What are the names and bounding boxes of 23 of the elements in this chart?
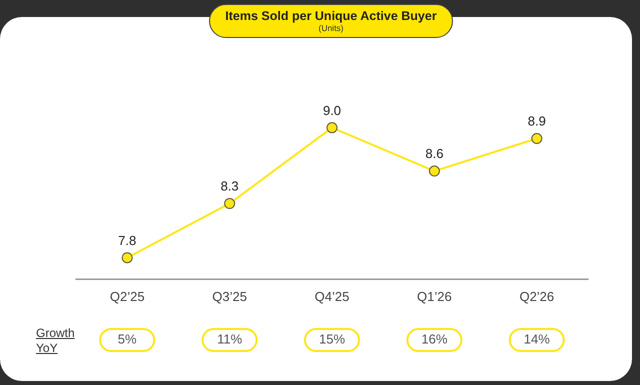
text: 15% xyxy=(318,332,346,347)
text: 16% xyxy=(421,332,448,347)
point xyxy=(122,252,133,264)
data-label: 8.3 xyxy=(220,178,239,194)
point xyxy=(531,133,542,144)
text: 11% xyxy=(217,332,243,347)
data-label: 9.0 xyxy=(322,102,342,118)
text: 14% xyxy=(524,332,550,347)
x-tick-label: Q3’25 xyxy=(212,288,247,304)
point xyxy=(428,166,440,177)
data-label: 8.9 xyxy=(528,114,546,129)
x-tick-label: Q2’26 xyxy=(519,288,554,304)
chart-subtitle: (Units) xyxy=(317,23,345,33)
point xyxy=(224,198,236,210)
data-label: 8.6 xyxy=(425,146,444,162)
x-tick-label: Q4’25 xyxy=(314,288,350,304)
data-label: 7.8 xyxy=(118,232,136,248)
x-tick-label: Q1’26 xyxy=(417,288,452,304)
text: 5% xyxy=(118,332,138,347)
point xyxy=(326,122,338,134)
x-tick-label: Q2’25 xyxy=(110,288,145,304)
chart-title: Items Sold per Unique Active Buyer xyxy=(224,9,438,23)
text: Growth YoY xyxy=(36,326,76,356)
